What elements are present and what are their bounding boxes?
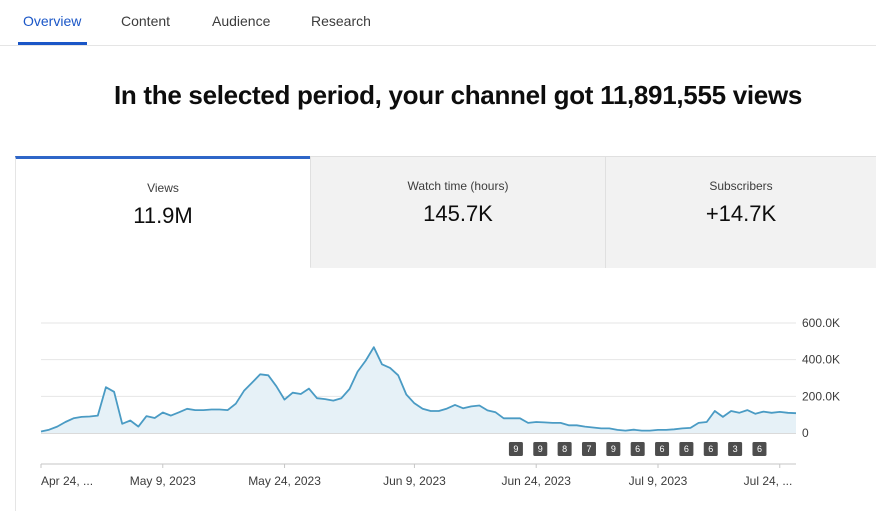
x-tick-label: Jun 24, 2023 <box>502 474 572 488</box>
video-published-badge <box>533 442 548 456</box>
metric-card-subscribers[interactable]: Subscribers +14.7K <box>605 156 876 268</box>
metric-card-watch-time[interactable]: Watch time (hours) 145.7K <box>310 156 605 268</box>
views-area-fill <box>41 347 796 433</box>
x-tick-label: Jun 9, 2023 <box>383 474 446 488</box>
video-published-count: 6 <box>757 444 762 454</box>
tab-audience[interactable]: Audience <box>212 13 271 29</box>
x-tick-label: Jul 24, ... <box>744 474 793 488</box>
video-published-badge <box>630 442 645 456</box>
video-published-count: 7 <box>586 444 591 454</box>
video-published-badge <box>679 442 694 456</box>
video-published-badge <box>752 442 767 456</box>
y-tick-label: 400.0K <box>802 353 840 367</box>
video-published-badge <box>655 442 670 456</box>
metric-card-views[interactable]: Views 11.9M <box>15 156 310 268</box>
video-published-count: 3 <box>733 444 738 454</box>
x-tick-label: May 24, 2023 <box>248 474 321 488</box>
video-published-badge <box>557 442 572 456</box>
video-published-badge <box>508 442 523 456</box>
tab-research[interactable]: Research <box>311 13 371 29</box>
metric-label: Subscribers <box>709 179 773 193</box>
metric-label: Views <box>147 181 179 195</box>
y-tick-label: 200.0K <box>802 389 840 403</box>
y-tick-label: 0 <box>802 426 809 440</box>
video-published-count: 6 <box>635 444 640 454</box>
video-published-badge <box>703 442 718 456</box>
metric-cards: Views 11.9M Watch time (hours) 145.7K Su… <box>15 156 876 268</box>
video-published-count: 9 <box>538 444 543 454</box>
video-published-badge <box>581 442 596 456</box>
video-published-count: 9 <box>513 444 518 454</box>
metric-value: 11.9M <box>133 203 193 228</box>
video-published-count: 8 <box>562 444 567 454</box>
tab-content[interactable]: Content <box>121 13 171 29</box>
period-summary-headline: In the selected period, your channel got… <box>113 80 803 110</box>
y-tick-label: 600.0K <box>802 316 840 330</box>
tab-bar: Overview Content Audience Research <box>0 0 876 46</box>
video-published-count: 6 <box>684 444 689 454</box>
video-published-badge <box>728 442 743 456</box>
video-published-badge <box>606 442 621 456</box>
views-series-line <box>40 346 797 433</box>
video-published-count: 9 <box>611 444 616 454</box>
x-tick-label: Jul 9, 2023 <box>629 474 688 488</box>
tab-overview[interactable]: Overview <box>23 13 82 29</box>
active-tab-indicator <box>18 42 87 45</box>
x-tick-label: May 9, 2023 <box>130 474 196 488</box>
video-published-count: 6 <box>708 444 713 454</box>
views-chart-svg: 600.0K 400.0K 200.0K 0 9 9 8 7 9 6 6 6 6 3 6 Apr 24, ..… <box>40 316 840 488</box>
metric-value: +14.7K <box>705 201 777 226</box>
views-chart[interactable]: 600.0K 400.0K 200.0K 0 9 9 8 7 9 6 6 6 6 3 6 Apr 24, ..… <box>15 268 876 511</box>
metric-value: 145.7K <box>423 201 493 226</box>
x-tick-label: Apr 24, ... <box>41 474 93 488</box>
metric-label: Watch time (hours) <box>407 179 509 193</box>
video-published-count: 6 <box>660 444 665 454</box>
